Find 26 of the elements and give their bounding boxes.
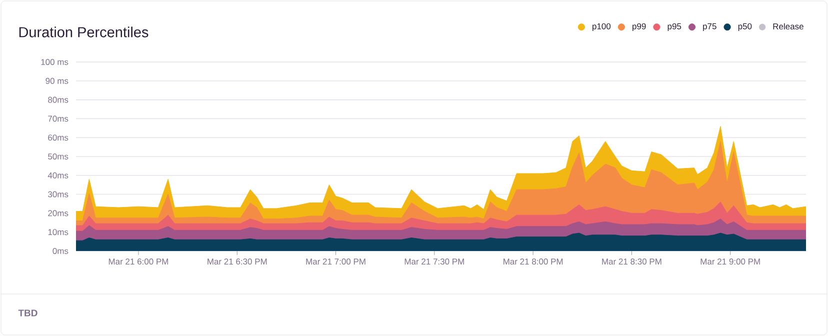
legend-label: p99: [632, 23, 646, 31]
legend-label: p75: [703, 23, 716, 31]
y-tick-label: 10ms: [48, 229, 68, 236]
legend-label: p100: [592, 23, 611, 31]
y-tick-label: 0ms: [52, 248, 68, 254]
text: TBD: [18, 310, 38, 316]
legend-label: p95: [668, 23, 682, 31]
x-tick-label: Mar 21 7:00 PM: [306, 258, 366, 265]
x-tick-label: Mar 21 8:30 PM: [602, 258, 662, 265]
x-tick-label: Mar 21 6:00 PM: [108, 258, 168, 265]
y-tick-label: 50ms: [48, 153, 68, 160]
x-tick-label: Mar 21 6:30 PM: [208, 258, 267, 265]
y-tick-label: 100 ms: [41, 58, 68, 65]
legend-label: p50: [738, 23, 752, 31]
legend-label: Release: [773, 23, 804, 30]
y-tick-label: 20ms: [48, 210, 68, 216]
y-tick-label: 30ms: [48, 191, 68, 198]
y-tick-label: 70ms: [48, 116, 68, 122]
y-tick-label: 40ms: [48, 172, 68, 178]
y-tick-label: 90 ms: [46, 78, 68, 84]
x-tick-label: Mar 21 7:30 PM: [404, 258, 464, 265]
x-tick-label: Mar 21 9:00 PM: [700, 258, 760, 265]
x-tick-label: Mar 21 8:00 PM: [504, 258, 563, 265]
y-tick-label: 60ms: [48, 134, 68, 141]
y-tick-label: 80ms: [48, 96, 68, 103]
chart-title: Duration Percentiles: [19, 26, 148, 38]
